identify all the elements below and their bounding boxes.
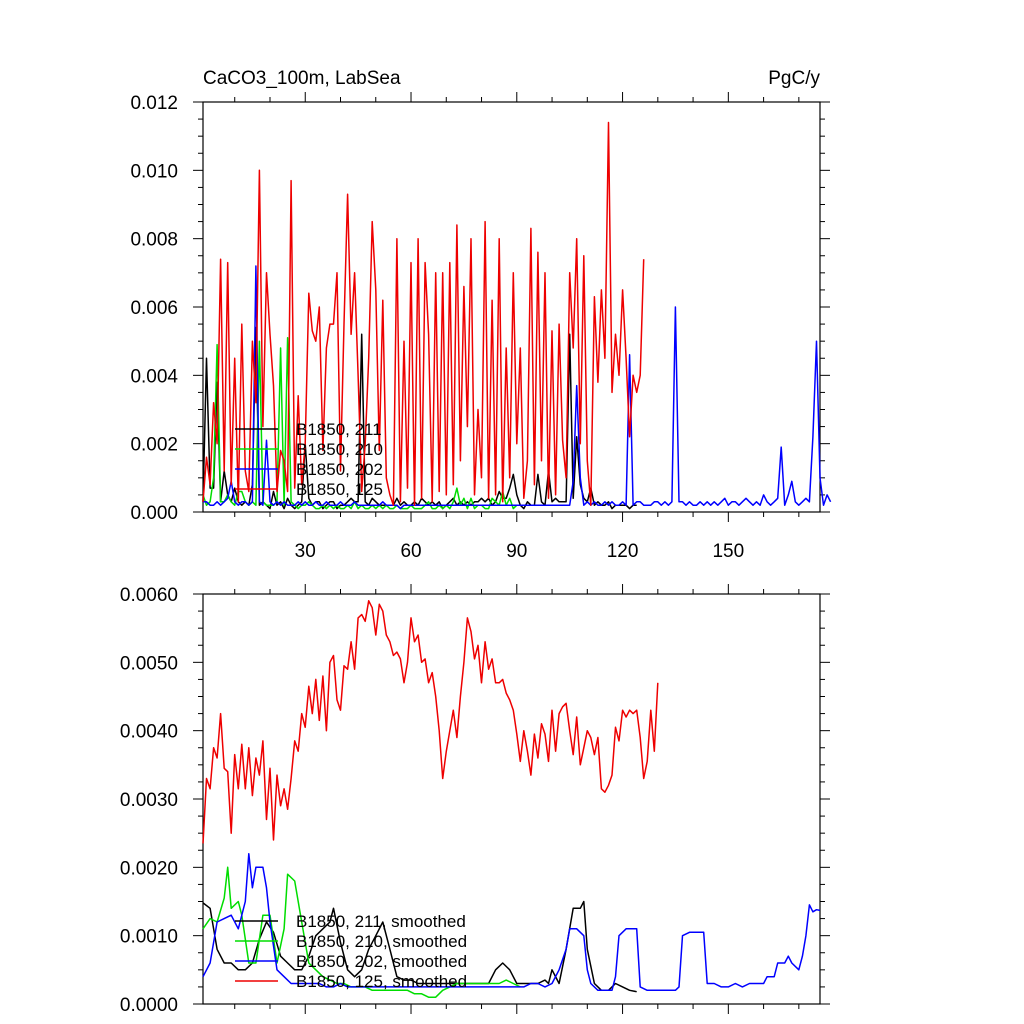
x-tick-label: 90 bbox=[506, 541, 527, 562]
series-line-2 bbox=[202, 852, 821, 992]
chart-title-right: PgC/y bbox=[768, 68, 820, 89]
series-line-2 bbox=[203, 265, 832, 510]
legend-label: B1850, 125 bbox=[296, 480, 383, 499]
y-tick-label: 0.006 bbox=[130, 298, 178, 319]
legend-label: B1850, 210 bbox=[296, 440, 383, 459]
chart-title-left: CaCO3_100m, LabSea bbox=[203, 68, 401, 89]
y-tick-label: 0.0000 bbox=[120, 995, 178, 1016]
legend-label: B1850, 125, smoothed bbox=[296, 972, 467, 991]
legend-label: B1850, 202 bbox=[296, 460, 383, 479]
series-line-1 bbox=[202, 337, 518, 510]
x-tick-label: 30 bbox=[295, 541, 316, 562]
series-line-3 bbox=[202, 600, 659, 844]
y-tick-label: 0.0030 bbox=[120, 790, 178, 811]
series-line-3 bbox=[202, 121, 645, 506]
y-tick-label: 0.0050 bbox=[120, 653, 178, 674]
legend-label: B1850, 210, smoothed bbox=[296, 932, 467, 951]
y-tick-label: 0.0020 bbox=[120, 858, 178, 879]
y-tick-label: 0.000 bbox=[130, 503, 178, 524]
top-panel: 30 60 90 120 150 0.000 0.002 0.004 0.006 0.008 0.0… bbox=[130, 92, 832, 562]
y-tick-label: 0.004 bbox=[130, 366, 178, 387]
x-tick-label: 120 bbox=[607, 541, 639, 562]
legend-label: B1850, 211 bbox=[296, 420, 382, 439]
y-tick-label: 0.012 bbox=[130, 93, 178, 114]
y-tick-label: 0.0040 bbox=[120, 722, 178, 743]
y-tick-label: 0.0060 bbox=[120, 585, 178, 606]
y-tick-label: 0.008 bbox=[130, 230, 178, 251]
bottom-panel: 0.0000 0.0010 0.0020 0.0030 0.0040 0.0050 0.00… bbox=[120, 584, 830, 1016]
legend-label: B1850, 211, smoothed bbox=[296, 912, 466, 931]
y-tick-label: 0.010 bbox=[130, 161, 178, 182]
legend-label: B1850, 202, smoothed bbox=[296, 952, 467, 971]
x-tick-label: 150 bbox=[712, 541, 744, 562]
x-tick-label: 60 bbox=[400, 541, 421, 562]
y-tick-label: 0.0010 bbox=[120, 927, 178, 948]
series-line-0 bbox=[202, 326, 637, 510]
y-tick-label: 0.002 bbox=[130, 435, 178, 456]
